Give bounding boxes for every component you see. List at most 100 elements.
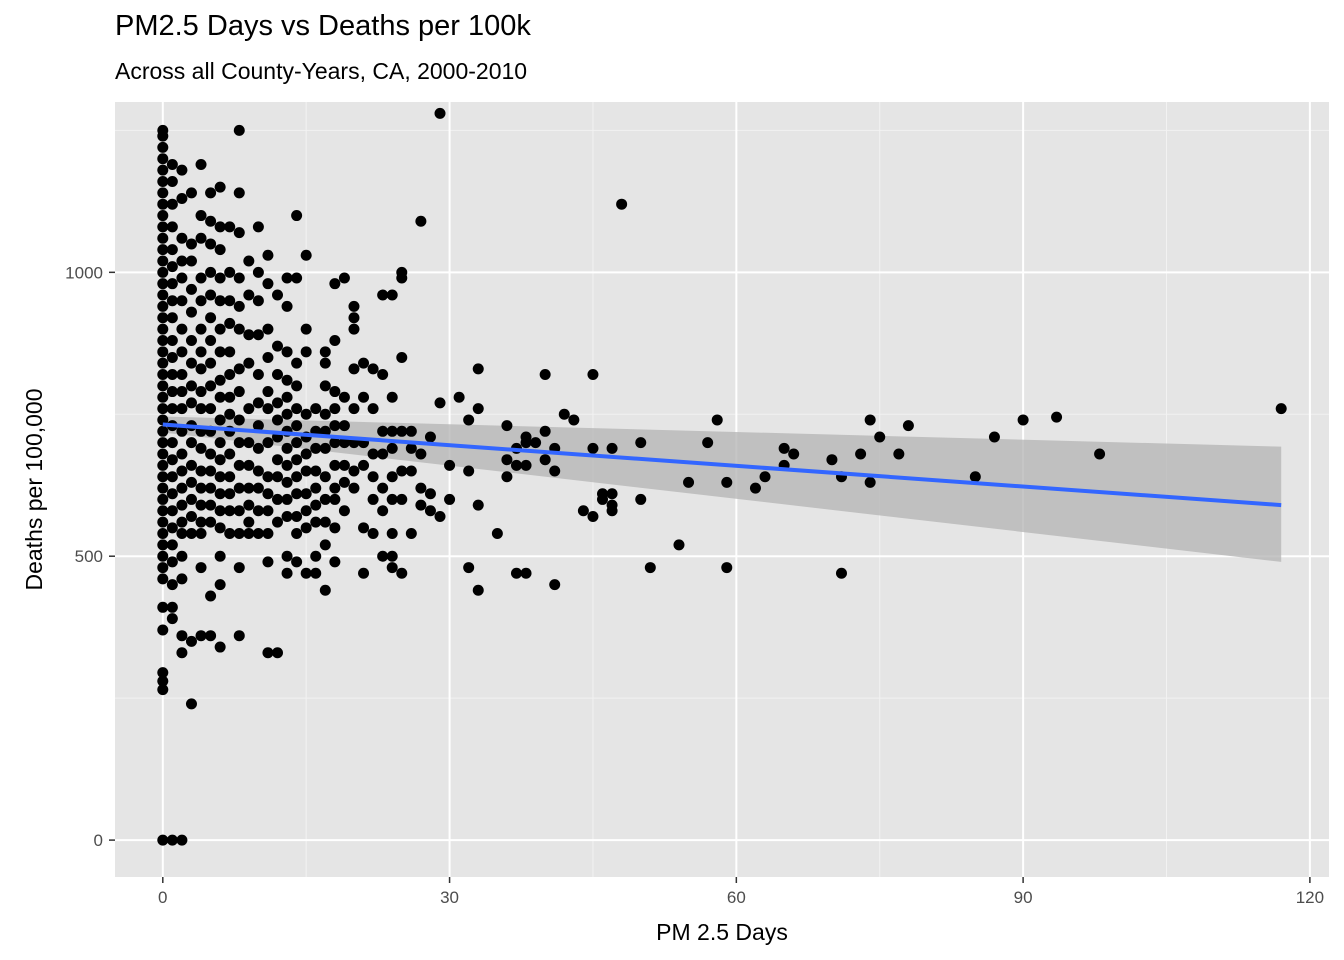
data-point (291, 210, 303, 222)
data-point (166, 834, 178, 846)
data-point (195, 210, 207, 222)
data-point (310, 403, 322, 415)
data-point (176, 386, 188, 398)
data-point (157, 573, 169, 585)
data-point (252, 221, 264, 233)
data-point (319, 346, 331, 358)
data-point (673, 539, 685, 551)
data-point (272, 647, 284, 659)
data-point (424, 505, 436, 517)
data-point (166, 613, 178, 625)
data-point (616, 198, 628, 210)
data-point (539, 454, 551, 466)
data-point (233, 272, 245, 284)
data-point (319, 539, 331, 551)
data-point (243, 329, 255, 341)
data-point (243, 499, 255, 511)
data-point (358, 391, 370, 403)
data-point (233, 459, 245, 471)
data-point (157, 391, 169, 403)
data-point (157, 505, 169, 517)
data-point (166, 556, 178, 568)
data-point (444, 493, 456, 505)
data-point (348, 312, 360, 324)
data-point (386, 550, 398, 562)
data-point (281, 272, 293, 284)
data-point (281, 493, 293, 505)
data-point (185, 437, 197, 449)
data-point (338, 437, 350, 449)
data-point (329, 334, 341, 346)
data-point (157, 255, 169, 267)
data-point (826, 454, 838, 466)
data-point (396, 351, 408, 363)
data-point (520, 437, 532, 449)
data-point (424, 431, 436, 443)
data-point (157, 528, 169, 540)
data-point (214, 181, 226, 193)
data-point (185, 510, 197, 522)
data-point (166, 403, 178, 415)
data-point (338, 391, 350, 403)
data-point (195, 516, 207, 528)
data-point (1017, 414, 1029, 426)
data-point (252, 397, 264, 409)
data-point (166, 221, 178, 233)
data-point (224, 528, 236, 540)
data-point (157, 175, 169, 187)
data-point (185, 238, 197, 250)
data-point (272, 471, 284, 483)
data-point (214, 488, 226, 500)
data-point (176, 499, 188, 511)
data-point (214, 272, 226, 284)
data-point (157, 130, 169, 142)
data-point (233, 300, 245, 312)
x-tick-label: 0 (158, 888, 167, 907)
data-point (195, 295, 207, 307)
data-point (252, 465, 264, 477)
data-point (185, 476, 197, 488)
data-point (415, 215, 427, 227)
data-point (501, 471, 513, 483)
data-point (606, 442, 618, 454)
chart-subtitle: Across all County-Years, CA, 2000-2010 (115, 58, 528, 84)
data-point (195, 232, 207, 244)
data-point (157, 471, 169, 483)
data-point (711, 414, 723, 426)
data-point (176, 528, 188, 540)
data-point (377, 425, 389, 437)
x-tick-label: 90 (1014, 888, 1033, 907)
data-point (243, 528, 255, 540)
data-point (377, 289, 389, 301)
data-point (300, 448, 312, 460)
data-point (214, 641, 226, 653)
data-point (453, 391, 465, 403)
data-point (262, 323, 274, 335)
data-point (367, 528, 379, 540)
data-point (463, 414, 475, 426)
data-point (300, 323, 312, 335)
data-point (252, 329, 264, 341)
data-point (291, 528, 303, 540)
data-point (358, 522, 370, 534)
data-point (233, 505, 245, 517)
data-point (214, 522, 226, 534)
data-point (176, 550, 188, 562)
data-point (195, 630, 207, 642)
data-point (233, 528, 245, 540)
data-point (635, 493, 647, 505)
x-tick-label: 30 (440, 888, 459, 907)
data-point (157, 539, 169, 551)
data-point (205, 312, 217, 324)
data-point (367, 448, 379, 460)
data-point (434, 397, 446, 409)
data-point (166, 505, 178, 517)
data-point (683, 476, 695, 488)
data-point (166, 454, 178, 466)
data-point (405, 528, 417, 540)
data-point (157, 221, 169, 233)
data-point (281, 459, 293, 471)
data-point (157, 425, 169, 437)
data-point (300, 249, 312, 261)
